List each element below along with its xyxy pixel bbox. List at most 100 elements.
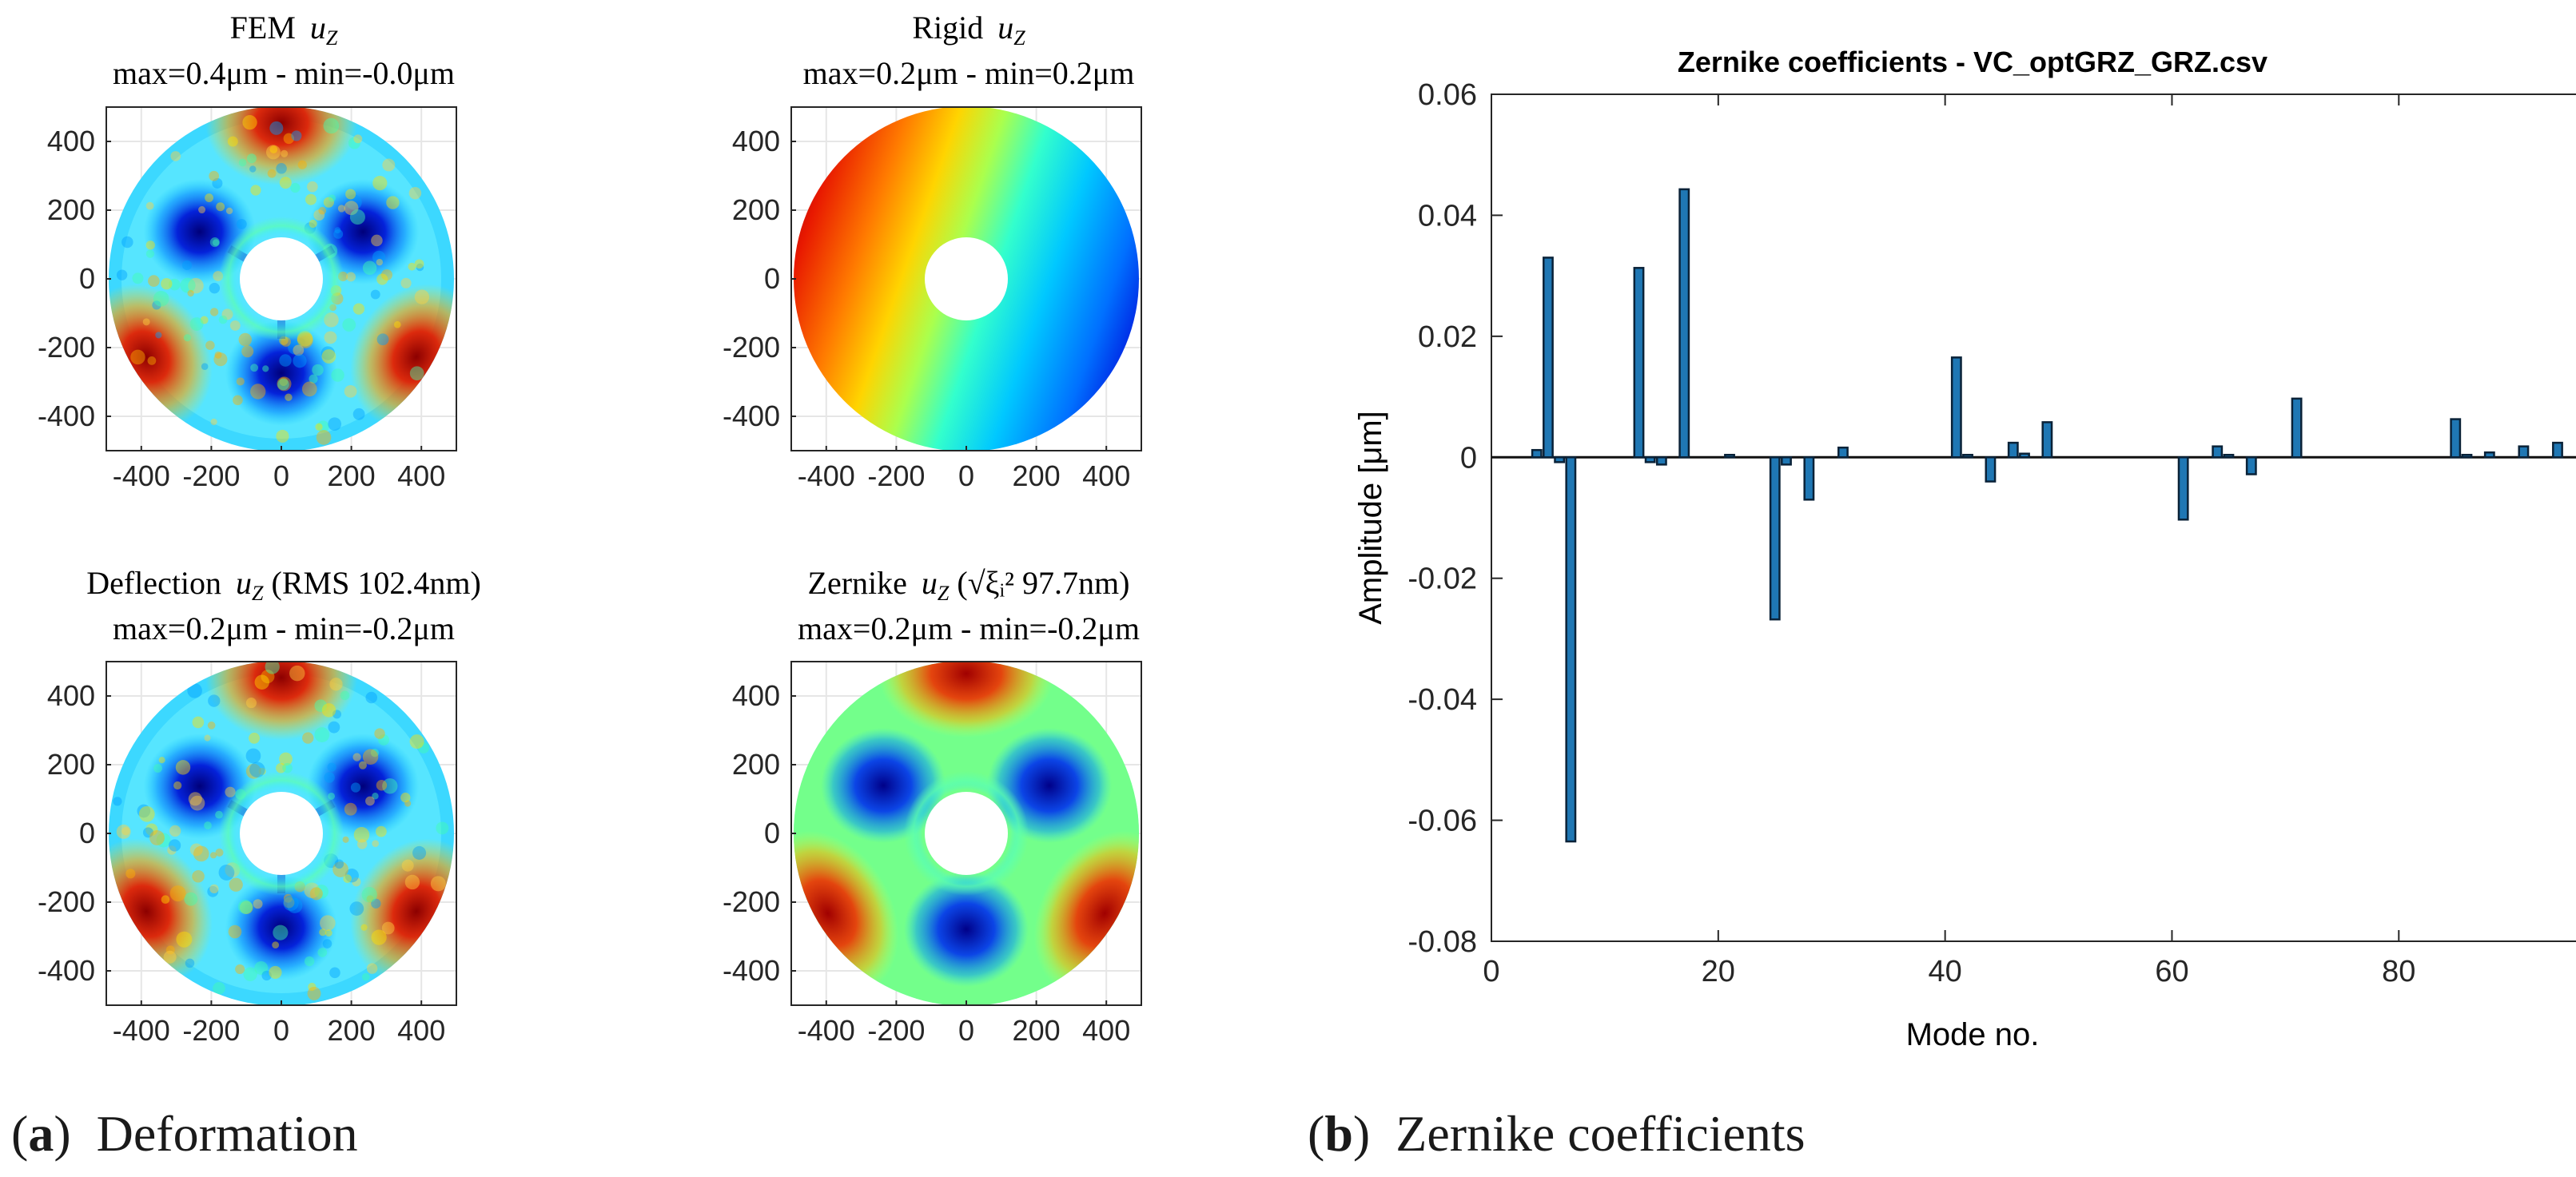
mesh-speckle [214,351,222,359]
mesh-speckle [209,884,219,894]
mesh-speckle [404,800,412,807]
mesh-speckle [376,333,389,346]
mesh-speckle [213,352,228,367]
mesh-speckle [372,840,380,848]
mesh-speckle [192,716,205,729]
mesh-speckle [324,331,337,344]
mesh-speckle [362,749,379,765]
mesh-speckle [323,197,334,208]
bar-mode-61 [2177,456,2189,521]
mesh-speckle [327,762,336,772]
mesh-speckle [372,792,379,800]
mesh-speckle [193,845,209,862]
x-tick-label: -200 [867,1014,925,1047]
y-tick-label: 0 [79,262,95,295]
mesh-speckle [289,665,305,682]
mesh-speckle [328,194,336,202]
mesh-speckle [372,176,388,191]
mesh-speckle [225,207,233,215]
mesh-speckle [265,145,281,160]
mesh-speckle [409,734,424,750]
mesh-speckle [236,377,245,386]
mesh-speckle [189,843,203,857]
bar-mode-7 [1565,456,1577,843]
zernike-bar-chart: Zernike coefficients - VC_optGRZ_GRZ.csv… [1353,46,2576,1052]
bar-mode-64 [2212,445,2224,459]
subplot-deflection-uz: Deflection uZ (RMS 102.4nm) max=0.2μm - m… [38,565,481,1047]
caption-panel-b: (b) Zernike coefficients [1308,1105,1806,1162]
mesh-speckle [125,869,136,879]
mesh-speckle [345,189,356,200]
mesh-speckle [366,895,374,903]
mesh-speckle [283,895,299,911]
bar-mode-13 [1633,267,1645,459]
subplot-zernike-uz: Zernike uZ (√ξᵢ² 97.7nm) max=0.2μm - min=… [723,565,1142,1047]
mesh-speckle [318,206,327,215]
mesh-speckle [241,345,254,358]
mesh-speckle [320,915,336,931]
mesh-speckle [200,316,209,324]
mesh-speckle [121,826,130,836]
disc-axes: -400 -400 -200 -200 0 0 200 200 400 400 [723,106,1142,492]
mesh-speckle [250,185,261,196]
mesh-speckle [201,363,209,371]
bar-mode-91 [2518,445,2530,459]
mesh-speckle [276,429,289,443]
x-axis: 020406080100120 [1483,94,2415,988]
mesh-speckle [374,728,385,739]
mesh-speckle [204,734,211,742]
mesh-speckle [161,277,173,290]
mesh-speckle [362,260,377,275]
mesh-speckle [382,778,398,794]
mesh-speckle [169,825,181,837]
mesh-speckle [401,859,414,872]
mesh-speckle [276,163,287,174]
mesh-speckle [137,804,151,818]
mesh-speckle [317,420,329,433]
bar-mode-88 [2483,451,2495,459]
subplot-range-line: max=0.2μm - min=-0.2μm [113,610,455,646]
y-tick-label: 0 [79,817,95,849]
mesh-speckle [213,982,225,995]
mesh-speckle [169,885,186,902]
subplot-fem-uz: FEM uZ max=0.4μm - min=-0.0μm -400 -400 -2… [38,10,457,492]
mesh-speckle [288,340,302,355]
y-tick-label: -200 [38,331,95,364]
high-lobe [205,661,357,740]
mesh-speckle [188,792,202,806]
mesh-speckle [329,967,340,979]
x-tick-label: 20 [1702,955,1735,988]
bar-mode-17 [1678,188,1690,459]
bar-mode-14 [1644,456,1656,463]
y-tick-label: -0.04 [1407,683,1477,717]
low-lobe [225,875,337,980]
mesh-speckle [409,366,424,381]
x-tick-label: -400 [113,459,170,492]
y-tick-label: -200 [38,885,95,918]
caption-letter-b: b [1324,1105,1353,1162]
mesh-speckle [238,332,253,347]
mesh-speckle [253,899,263,909]
y-tick-label: -0.08 [1407,925,1477,959]
mesh-speckle [273,925,289,940]
bar-mode-86 [2461,454,2473,459]
mesh-speckle [400,792,411,803]
mesh-speckle [209,852,217,859]
mesh-speckle [370,748,380,757]
mesh-speckle [352,408,365,420]
mesh-speckle [360,924,368,931]
x-tick-label: -400 [798,1014,855,1047]
mesh-speckle [381,921,395,935]
mesh-speckle [209,282,221,294]
mesh-speckle [376,825,387,837]
mesh-speckle [350,782,361,793]
mesh-speckle [245,763,261,779]
mesh-speckle [212,239,220,246]
mesh-speckle [283,897,295,909]
mesh-speckle [243,967,257,981]
x-tick-label: 400 [1082,459,1130,492]
mesh-speckle [209,170,220,181]
x-tick-label: -400 [113,1014,170,1047]
mesh-speckle [277,376,292,392]
